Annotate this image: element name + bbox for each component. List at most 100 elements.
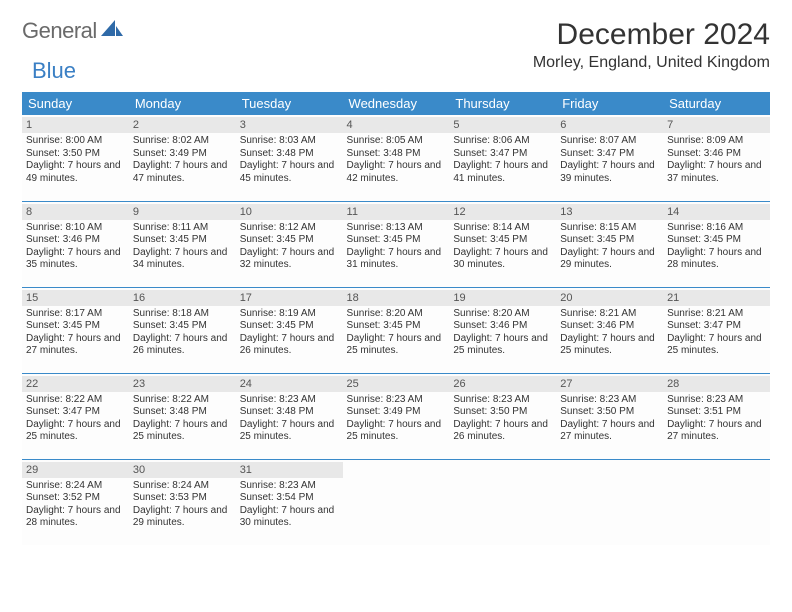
day-number: 28 bbox=[663, 376, 770, 392]
day-number: 14 bbox=[663, 204, 770, 220]
day-details: Sunrise: 8:20 AMSunset: 3:45 PMDaylight:… bbox=[347, 308, 446, 358]
calendar-day-cell: 14 Sunrise: 8:16 AMSunset: 3:45 PMDayligh… bbox=[663, 201, 770, 287]
day-details: Sunrise: 8:23 AMSunset: 3:50 PMDaylight:… bbox=[560, 394, 659, 444]
calendar-day-cell: 10 Sunrise: 8:12 AMSunset: 3:45 PMDayligh… bbox=[236, 201, 343, 287]
day-details: Sunrise: 8:20 AMSunset: 3:46 PMDaylight:… bbox=[453, 308, 552, 358]
day-details: Sunrise: 8:23 AMSunset: 3:54 PMDaylight:… bbox=[240, 480, 339, 530]
day-details: Sunrise: 8:15 AMSunset: 3:45 PMDaylight:… bbox=[560, 222, 659, 272]
day-details: Sunrise: 8:10 AMSunset: 3:46 PMDaylight:… bbox=[26, 222, 125, 272]
day-details: Sunrise: 8:16 AMSunset: 3:45 PMDaylight:… bbox=[667, 222, 766, 272]
calendar-day-cell: 21 Sunrise: 8:21 AMSunset: 3:47 PMDayligh… bbox=[663, 287, 770, 373]
day-details: Sunrise: 8:07 AMSunset: 3:47 PMDaylight:… bbox=[560, 135, 659, 185]
day-number: 17 bbox=[236, 290, 343, 306]
day-number: 12 bbox=[449, 204, 556, 220]
calendar-day-cell: 2Sunrise: 8:02 AMSunset: 3:49 PMDaylight… bbox=[129, 115, 236, 201]
day-number: 20 bbox=[556, 290, 663, 306]
calendar-day-cell: 25 Sunrise: 8:23 AMSunset: 3:49 PMDayligh… bbox=[343, 373, 450, 459]
day-details: Sunrise: 8:23 AMSunset: 3:51 PMDaylight:… bbox=[667, 394, 766, 444]
calendar-week-row: 8 Sunrise: 8:10 AMSunset: 3:46 PMDaylight… bbox=[22, 201, 770, 287]
day-details: Sunrise: 8:23 AMSunset: 3:50 PMDaylight:… bbox=[453, 394, 552, 444]
day-details: Sunrise: 8:11 AMSunset: 3:45 PMDaylight:… bbox=[133, 222, 232, 272]
day-number: 24 bbox=[236, 376, 343, 392]
day-number: 19 bbox=[449, 290, 556, 306]
day-details: Sunrise: 8:03 AMSunset: 3:48 PMDaylight:… bbox=[240, 135, 339, 185]
day-number: 29 bbox=[22, 462, 129, 478]
brand-logo: General bbox=[22, 18, 123, 44]
calendar-day-cell: 28 Sunrise: 8:23 AMSunset: 3:51 PMDayligh… bbox=[663, 373, 770, 459]
calendar-day-cell: 27 Sunrise: 8:23 AMSunset: 3:50 PMDayligh… bbox=[556, 373, 663, 459]
brand-word-1: General bbox=[22, 18, 97, 44]
day-number: 30 bbox=[129, 462, 236, 478]
brand-sail-icon bbox=[101, 18, 123, 44]
day-details: Sunrise: 8:05 AMSunset: 3:48 PMDaylight:… bbox=[347, 135, 446, 185]
day-number: 13 bbox=[556, 204, 663, 220]
calendar-day-cell: .. bbox=[663, 459, 770, 545]
calendar-day-cell: 9Sunrise: 8:11 AMSunset: 3:45 PMDaylight… bbox=[129, 201, 236, 287]
day-details: Sunrise: 8:22 AMSunset: 3:47 PMDaylight:… bbox=[26, 394, 125, 444]
day-details: Sunrise: 8:09 AMSunset: 3:46 PMDaylight:… bbox=[667, 135, 766, 185]
calendar-day-cell: 22 Sunrise: 8:22 AMSunset: 3:47 PMDayligh… bbox=[22, 373, 129, 459]
calendar-day-cell: 15 Sunrise: 8:17 AMSunset: 3:45 PMDayligh… bbox=[22, 287, 129, 373]
day-number: 22 bbox=[22, 376, 129, 392]
day-details: Sunrise: 8:00 AMSunset: 3:50 PMDaylight:… bbox=[26, 135, 125, 185]
calendar-day-cell: 13 Sunrise: 8:15 AMSunset: 3:45 PMDayligh… bbox=[556, 201, 663, 287]
day-number: 16 bbox=[129, 290, 236, 306]
calendar-week-row: 1 Sunrise: 8:00 AMSunset: 3:50 PMDaylight… bbox=[22, 115, 770, 201]
calendar-day-cell: 24 Sunrise: 8:23 AMSunset: 3:48 PMDayligh… bbox=[236, 373, 343, 459]
day-number: 21 bbox=[663, 290, 770, 306]
day-details: Sunrise: 8:22 AMSunset: 3:48 PMDaylight:… bbox=[133, 394, 232, 444]
calendar-day-cell: 18 Sunrise: 8:20 AMSunset: 3:45 PMDayligh… bbox=[343, 287, 450, 373]
day-number: 27 bbox=[556, 376, 663, 392]
calendar-day-cell: 12 Sunrise: 8:14 AMSunset: 3:45 PMDayligh… bbox=[449, 201, 556, 287]
day-number: 1 bbox=[22, 117, 129, 133]
day-details: Sunrise: 8:21 AMSunset: 3:47 PMDaylight:… bbox=[667, 308, 766, 358]
day-details: Sunrise: 8:24 AMSunset: 3:52 PMDaylight:… bbox=[26, 480, 125, 530]
day-number: 8 bbox=[22, 204, 129, 220]
col-thursday: Thursday bbox=[449, 92, 556, 115]
month-title: December 2024 bbox=[533, 18, 770, 52]
day-details: Sunrise: 8:18 AMSunset: 3:45 PMDaylight:… bbox=[133, 308, 232, 358]
calendar-day-cell: 29 Sunrise: 8:24 AMSunset: 3:52 PMDayligh… bbox=[22, 459, 129, 545]
calendar-day-cell: 4 Sunrise: 8:05 AMSunset: 3:48 PMDaylight… bbox=[343, 115, 450, 201]
day-number: 10 bbox=[236, 204, 343, 220]
calendar-day-cell: 31Sunrise: 8:23 AMSunset: 3:54 PMDayligh… bbox=[236, 459, 343, 545]
day-details: Sunrise: 8:21 AMSunset: 3:46 PMDaylight:… bbox=[560, 308, 659, 358]
day-details: Sunrise: 8:19 AMSunset: 3:45 PMDaylight:… bbox=[240, 308, 339, 358]
location-text: Morley, England, United Kingdom bbox=[533, 54, 770, 72]
day-number: 26 bbox=[449, 376, 556, 392]
day-number: 7 bbox=[663, 117, 770, 133]
calendar-day-cell: 23Sunrise: 8:22 AMSunset: 3:48 PMDayligh… bbox=[129, 373, 236, 459]
calendar-day-cell: 6Sunrise: 8:07 AMSunset: 3:47 PMDaylight… bbox=[556, 115, 663, 201]
calendar-day-cell: 30 Sunrise: 8:24 AMSunset: 3:53 PMDayligh… bbox=[129, 459, 236, 545]
day-details: Sunrise: 8:12 AMSunset: 3:45 PMDaylight:… bbox=[240, 222, 339, 272]
day-details: Sunrise: 8:23 AMSunset: 3:48 PMDaylight:… bbox=[240, 394, 339, 444]
calendar-day-cell: 11Sunrise: 8:13 AMSunset: 3:45 PMDayligh… bbox=[343, 201, 450, 287]
col-friday: Friday bbox=[556, 92, 663, 115]
day-number: 3 bbox=[236, 117, 343, 133]
brand-word-2: Blue bbox=[32, 58, 76, 83]
calendar-day-cell: 20 Sunrise: 8:21 AMSunset: 3:46 PMDayligh… bbox=[556, 287, 663, 373]
col-sunday: Sunday bbox=[22, 92, 129, 115]
day-number: 11 bbox=[343, 204, 450, 220]
col-tuesday: Tuesday bbox=[236, 92, 343, 115]
day-number: 25 bbox=[343, 376, 450, 392]
calendar-day-cell: 26 Sunrise: 8:23 AMSunset: 3:50 PMDayligh… bbox=[449, 373, 556, 459]
day-details: Sunrise: 8:24 AMSunset: 3:53 PMDaylight:… bbox=[133, 480, 232, 530]
day-details: Sunrise: 8:23 AMSunset: 3:49 PMDaylight:… bbox=[347, 394, 446, 444]
day-number: 5 bbox=[449, 117, 556, 133]
day-details: Sunrise: 8:02 AMSunset: 3:49 PMDaylight:… bbox=[133, 135, 232, 185]
calendar-day-cell: 7 Sunrise: 8:09 AMSunset: 3:46 PMDaylight… bbox=[663, 115, 770, 201]
calendar-day-cell: 5 Sunrise: 8:06 AMSunset: 3:47 PMDaylight… bbox=[449, 115, 556, 201]
day-header-row: Sunday Monday Tuesday Wednesday Thursday… bbox=[22, 92, 770, 115]
day-number: 15 bbox=[22, 290, 129, 306]
calendar-week-row: 22 Sunrise: 8:22 AMSunset: 3:47 PMDayligh… bbox=[22, 373, 770, 459]
col-monday: Monday bbox=[129, 92, 236, 115]
calendar-week-row: 29 Sunrise: 8:24 AMSunset: 3:52 PMDayligh… bbox=[22, 459, 770, 545]
day-details: Sunrise: 8:17 AMSunset: 3:45 PMDaylight:… bbox=[26, 308, 125, 358]
calendar-week-row: 15 Sunrise: 8:17 AMSunset: 3:45 PMDayligh… bbox=[22, 287, 770, 373]
day-number: 4 bbox=[343, 117, 450, 133]
day-details: Sunrise: 8:14 AMSunset: 3:45 PMDaylight:… bbox=[453, 222, 552, 272]
day-details: Sunrise: 8:06 AMSunset: 3:47 PMDaylight:… bbox=[453, 135, 552, 185]
day-number: 18 bbox=[343, 290, 450, 306]
calendar-day-cell: 17 Sunrise: 8:19 AMSunset: 3:45 PMDayligh… bbox=[236, 287, 343, 373]
